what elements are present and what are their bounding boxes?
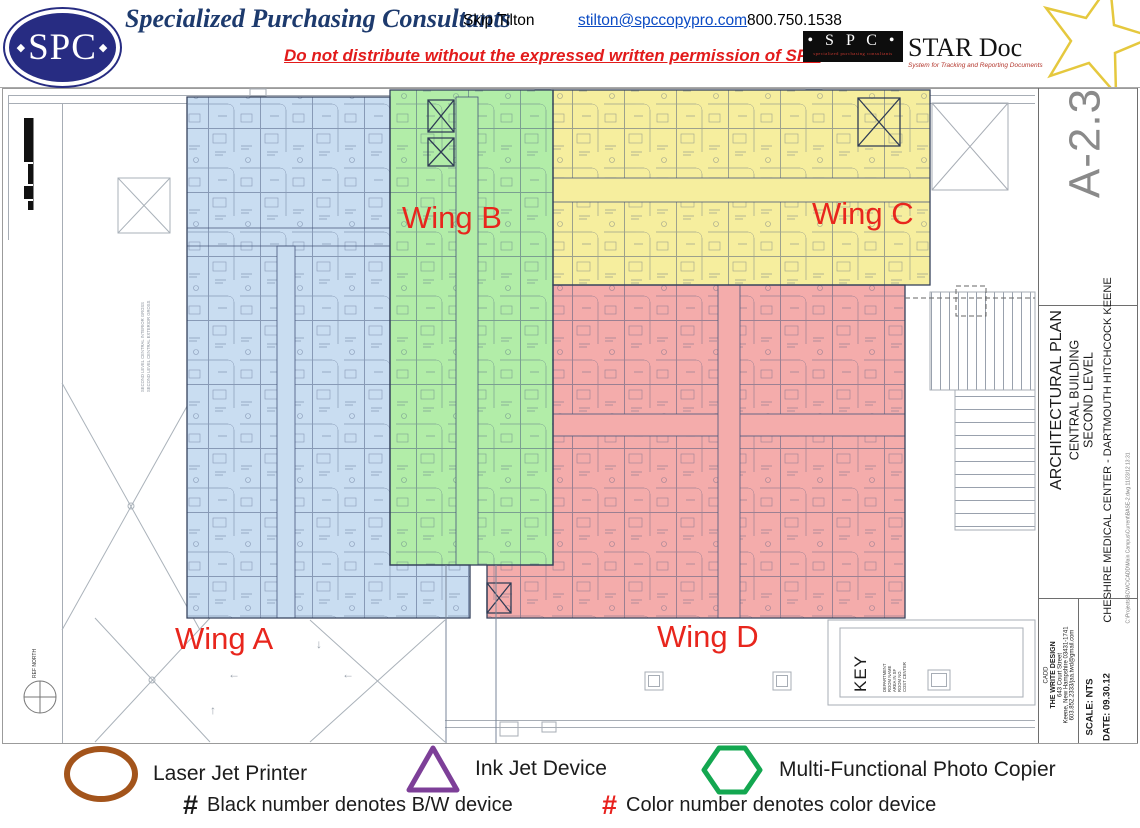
room-partition-texture <box>187 90 930 618</box>
svg-text:↓: ↓ <box>316 637 322 651</box>
title-block: A-2.3 ARCHITECTURAL PLAN CENTRAL BUILDIN… <box>1038 88 1138 743</box>
facility-name: CHESHIRE MEDICAL CENTER - DARTMOUTH HITC… <box>1102 277 1114 622</box>
file-note: C:\Projects\BCWC\CADD\Main Campus\Curren… <box>1125 452 1131 623</box>
margin-note-2: SECOND LEVEL CENTRAL EXTERIOR GROSS <box>146 300 151 392</box>
legend-label: Laser Jet Printer <box>153 762 308 785</box>
wing-c-label: Wing C <box>812 196 914 231</box>
wing-labels: Wing A Wing B Wing C Wing D <box>175 196 914 656</box>
plan-title-line-2: CENTRAL BUILDING <box>1067 340 1081 460</box>
svg-text:←: ← <box>228 667 240 681</box>
company-name: Specialized Purchasing Consultants <box>125 4 511 33</box>
legend-item-ink-jet: Ink Jet Device <box>406 744 607 794</box>
graphic-scale-bar <box>24 118 34 210</box>
plan-title-line-3: SECOND LEVEL <box>1081 352 1095 448</box>
key-line-4: ROOM NO. <box>897 670 902 692</box>
contact-name: Skip Tilton <box>463 12 535 29</box>
gross-area-notes: SECOND LEVEL CENTRAL INTERIOR GROSS SECO… <box>140 300 151 392</box>
firm-line-1: CADD <box>1044 666 1050 684</box>
key-label: KEY <box>851 655 870 692</box>
legend-note-bw: # Black number denotes B/W device <box>183 792 513 819</box>
legend-note-label: Black number denotes B/W device <box>207 794 513 816</box>
logo-diamond-right-icon: ◆ <box>98 42 109 54</box>
ref-north-label: REF NORTH <box>32 649 38 678</box>
legend-note-label: Color number denotes color device <box>626 794 937 816</box>
contact-email-link[interactable]: stilton@spccopypro.com <box>578 12 748 29</box>
distribution-warning: Do not distribute without the expressed … <box>284 46 821 65</box>
roof-plan-arrows: ↓ ← ← ↑ <box>210 637 354 717</box>
contact-phone: 800.750.1538 <box>747 12 842 29</box>
wing-d-label: Wing D <box>657 619 759 654</box>
key-line-5: COST CENTER <box>902 662 907 692</box>
corridors <box>187 96 931 619</box>
plan-title-line-1: ARCHITECTURAL PLAN <box>1048 310 1065 490</box>
drawing-border <box>2 88 1138 744</box>
spc-logo-text: SPC <box>28 27 97 68</box>
legend-item-laser-jet: Laser Jet Printer <box>64 746 307 802</box>
stardoc-star-icon <box>1042 0 1140 87</box>
legend-label: Multi-Functional Photo Copier <box>779 758 1056 781</box>
stair-elevator-cores <box>427 97 901 614</box>
firm-line-4: Keene, New Hampshire 03431-1741 <box>1064 626 1070 724</box>
wing-a-label: Wing A <box>175 621 274 656</box>
stardoc-spc-box-subtext: specialized purchasing consultants <box>813 51 893 56</box>
scale-value: SCALE: NTS <box>1085 679 1096 736</box>
dashed-reference-lines <box>905 285 1035 317</box>
margin-note-1: SECOND LEVEL CENTRAL INTERIOR GROSS <box>140 302 145 392</box>
logo-diamond-left-icon: ◆ <box>16 42 27 54</box>
stardoc-subtitle: System for Tracking and Reporting Docume… <box>908 62 1043 69</box>
color-hash-icon: # <box>602 790 618 820</box>
firm-line-2: THE WRITE DESIGN <box>1050 641 1057 708</box>
sheet-number: A-2.3 <box>1061 88 1110 198</box>
stardoc-spc-box-text: • S P C • <box>807 32 899 49</box>
roof-plan-linework <box>61 177 446 743</box>
key-line-1: DEPARTMENT <box>882 663 887 692</box>
firm-line-3: 643 Court Street <box>1058 653 1064 697</box>
key-line-2: ROOM NAME <box>887 666 892 692</box>
key-line-3: AREA IN SF <box>892 669 897 692</box>
svg-text:←: ← <box>342 667 354 681</box>
legend-note-color: # Color number denotes color device <box>602 792 936 819</box>
wing-outlines <box>186 89 931 619</box>
wing-b-label: Wing B <box>402 200 502 235</box>
svg-text:↑: ↑ <box>210 703 216 717</box>
laser-jet-ellipse-icon <box>64 746 138 802</box>
ink-jet-triangle-icon <box>406 745 460 793</box>
spc-logo: ◆ SPC ◆ <box>3 7 122 88</box>
key-block: KEY DEPARTMENT ROOM NAME AREA IN SF ROOM… <box>851 655 951 692</box>
photo-copier-hexagon-icon <box>701 745 763 795</box>
stardoc-spc-box: • S P C • specialized purchasing consult… <box>803 31 903 62</box>
right-side-structures <box>445 102 1036 743</box>
spc-logo-ellipse: ◆ SPC ◆ <box>9 13 116 82</box>
stardoc-title: STAR Doc <box>908 33 1023 62</box>
legend-item-photo-copier: Multi-Functional Photo Copier <box>700 744 1056 796</box>
date-value: DATE: 09.30.12 <box>1102 673 1113 741</box>
letterhead: ◆ SPC ◆ Specialized Purchasing Consultants… <box>0 0 1140 88</box>
ref-north-compass: REF NORTH <box>23 649 57 714</box>
legend-label: Ink Jet Device <box>475 757 607 780</box>
firm-line-5: 603.852.2333/jaa.twd@gmail.com <box>1070 630 1076 721</box>
bw-hash-icon: # <box>183 790 199 820</box>
